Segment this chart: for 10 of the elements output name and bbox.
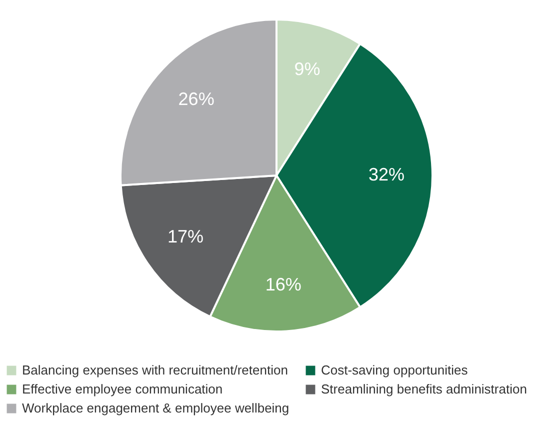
- legend-label: Workplace engagement & employee wellbeing: [22, 400, 290, 416]
- legend-label: Cost-saving opportunities: [321, 362, 468, 378]
- data-label: 9%: [294, 58, 320, 79]
- data-label: 26%: [178, 89, 214, 110]
- legend-label: Streamlining benefits administration: [321, 382, 527, 396]
- legend-label: Effective employee communication: [22, 382, 223, 396]
- data-label: 32%: [368, 164, 405, 184]
- legend-label: Balancing expenses with recruitment/retention: [22, 362, 288, 378]
- data-label: 17%: [168, 226, 204, 246]
- data-label: 16%: [265, 274, 302, 294]
